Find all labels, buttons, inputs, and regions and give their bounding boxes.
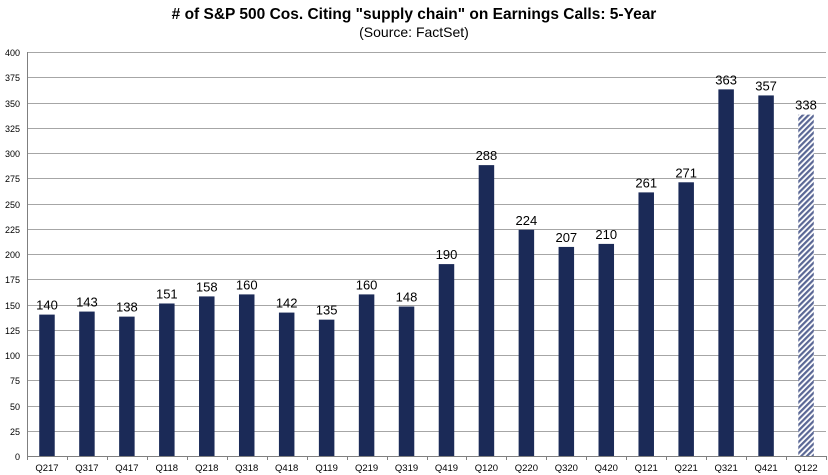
bar xyxy=(438,264,455,456)
bar-value-label: 338 xyxy=(795,98,817,113)
x-tick-label: Q218 xyxy=(195,463,218,474)
bar xyxy=(39,314,55,456)
bar-value-label: 224 xyxy=(516,213,538,228)
bar xyxy=(638,192,654,456)
x-tick-label: Q118 xyxy=(156,463,179,474)
y-tick-label: 100 xyxy=(5,351,20,361)
y-tick-label: 400 xyxy=(5,48,20,58)
y-tick-label: 350 xyxy=(5,99,20,109)
bar-value-label: 261 xyxy=(635,175,657,190)
bar-value-label: 135 xyxy=(316,303,338,318)
y-tick-label: 0 xyxy=(15,452,20,462)
bar xyxy=(398,306,415,456)
x-tick-label: Q418 xyxy=(275,463,298,474)
y-tick-label: 325 xyxy=(5,124,20,134)
bar xyxy=(119,316,135,456)
bar-hatched xyxy=(798,114,814,457)
y-tick-label: 225 xyxy=(5,225,20,235)
bar xyxy=(758,95,774,457)
y-tick-label: 300 xyxy=(5,149,20,159)
bar-value-label: 142 xyxy=(276,296,298,311)
x-tick-label: Q419 xyxy=(435,463,458,474)
bar-value-label: 288 xyxy=(476,148,498,163)
bar-value-label: 158 xyxy=(196,279,218,294)
x-tick-label: Q318 xyxy=(235,463,258,474)
bar-value-label: 190 xyxy=(436,247,458,262)
bar xyxy=(79,311,95,456)
x-tick-label: Q221 xyxy=(675,463,698,474)
x-tick-label: Q217 xyxy=(35,463,58,474)
x-tick-label: Q120 xyxy=(475,463,498,474)
y-tick-label: 200 xyxy=(5,250,20,260)
x-tick-label: Q122 xyxy=(794,463,817,474)
bar-value-label: 357 xyxy=(755,78,777,93)
chart-title: # of S&P 500 Cos. Citing "supply chain" … xyxy=(171,6,657,23)
y-tick-label: 25 xyxy=(10,427,20,437)
y-tick-label: 50 xyxy=(10,402,20,412)
bar-value-label: 271 xyxy=(675,165,697,180)
x-tick-label: Q220 xyxy=(515,463,538,474)
bar xyxy=(678,182,694,457)
x-tick-label: Q321 xyxy=(715,463,738,474)
x-tick-label: Q121 xyxy=(635,463,658,474)
bar xyxy=(518,229,535,456)
x-tick-label: Q219 xyxy=(355,463,378,474)
tick-labels: 0 25 50 75 100 125 150 175 200 225 250 275 300 325 350… xyxy=(5,48,818,474)
bar-value-label: 160 xyxy=(236,277,258,292)
bar xyxy=(718,89,734,457)
x-tick-label: Q317 xyxy=(75,463,98,474)
y-tick-label: 275 xyxy=(5,174,20,184)
y-tick-label: 75 xyxy=(10,376,20,386)
x-tick-label: Q320 xyxy=(555,463,578,474)
bar-value-label: 207 xyxy=(555,230,577,245)
bar xyxy=(598,243,615,456)
gridlines xyxy=(27,52,826,432)
x-tick-label: Q417 xyxy=(115,463,138,474)
bar-value-label: 148 xyxy=(396,290,418,305)
y-tick-label: 175 xyxy=(5,275,20,285)
bar-value-label: 210 xyxy=(595,227,617,242)
bar-value-label: 151 xyxy=(156,286,178,301)
y-tick-label: 375 xyxy=(5,73,20,83)
axes xyxy=(27,52,827,460)
bar xyxy=(159,303,175,456)
bar-value-label: 140 xyxy=(36,298,58,313)
bar xyxy=(358,294,375,456)
bar-value-label: 138 xyxy=(116,300,138,315)
bar-value-label: 160 xyxy=(356,277,378,292)
bar-value-label: 363 xyxy=(715,72,737,87)
bar-value-label: 143 xyxy=(76,295,98,310)
data-labels: 140 143 138 151 158 160 142 135 160 148 190 288 224 2… xyxy=(36,72,817,317)
bar xyxy=(478,165,495,456)
x-tick-label: Q420 xyxy=(595,463,618,474)
bars xyxy=(39,89,814,457)
chart-subtitle: (Source: FactSet) xyxy=(359,24,469,40)
bar xyxy=(238,294,255,456)
bar xyxy=(199,296,215,456)
bar xyxy=(278,312,295,456)
y-tick-label: 250 xyxy=(5,200,20,210)
bar xyxy=(318,319,335,456)
x-tick-label: Q119 xyxy=(315,463,338,474)
x-tick-label: Q319 xyxy=(395,463,418,474)
y-tick-label: 150 xyxy=(5,301,20,311)
x-tick-label: Q421 xyxy=(754,463,777,474)
bar xyxy=(558,246,575,456)
y-tick-label: 125 xyxy=(5,326,20,336)
